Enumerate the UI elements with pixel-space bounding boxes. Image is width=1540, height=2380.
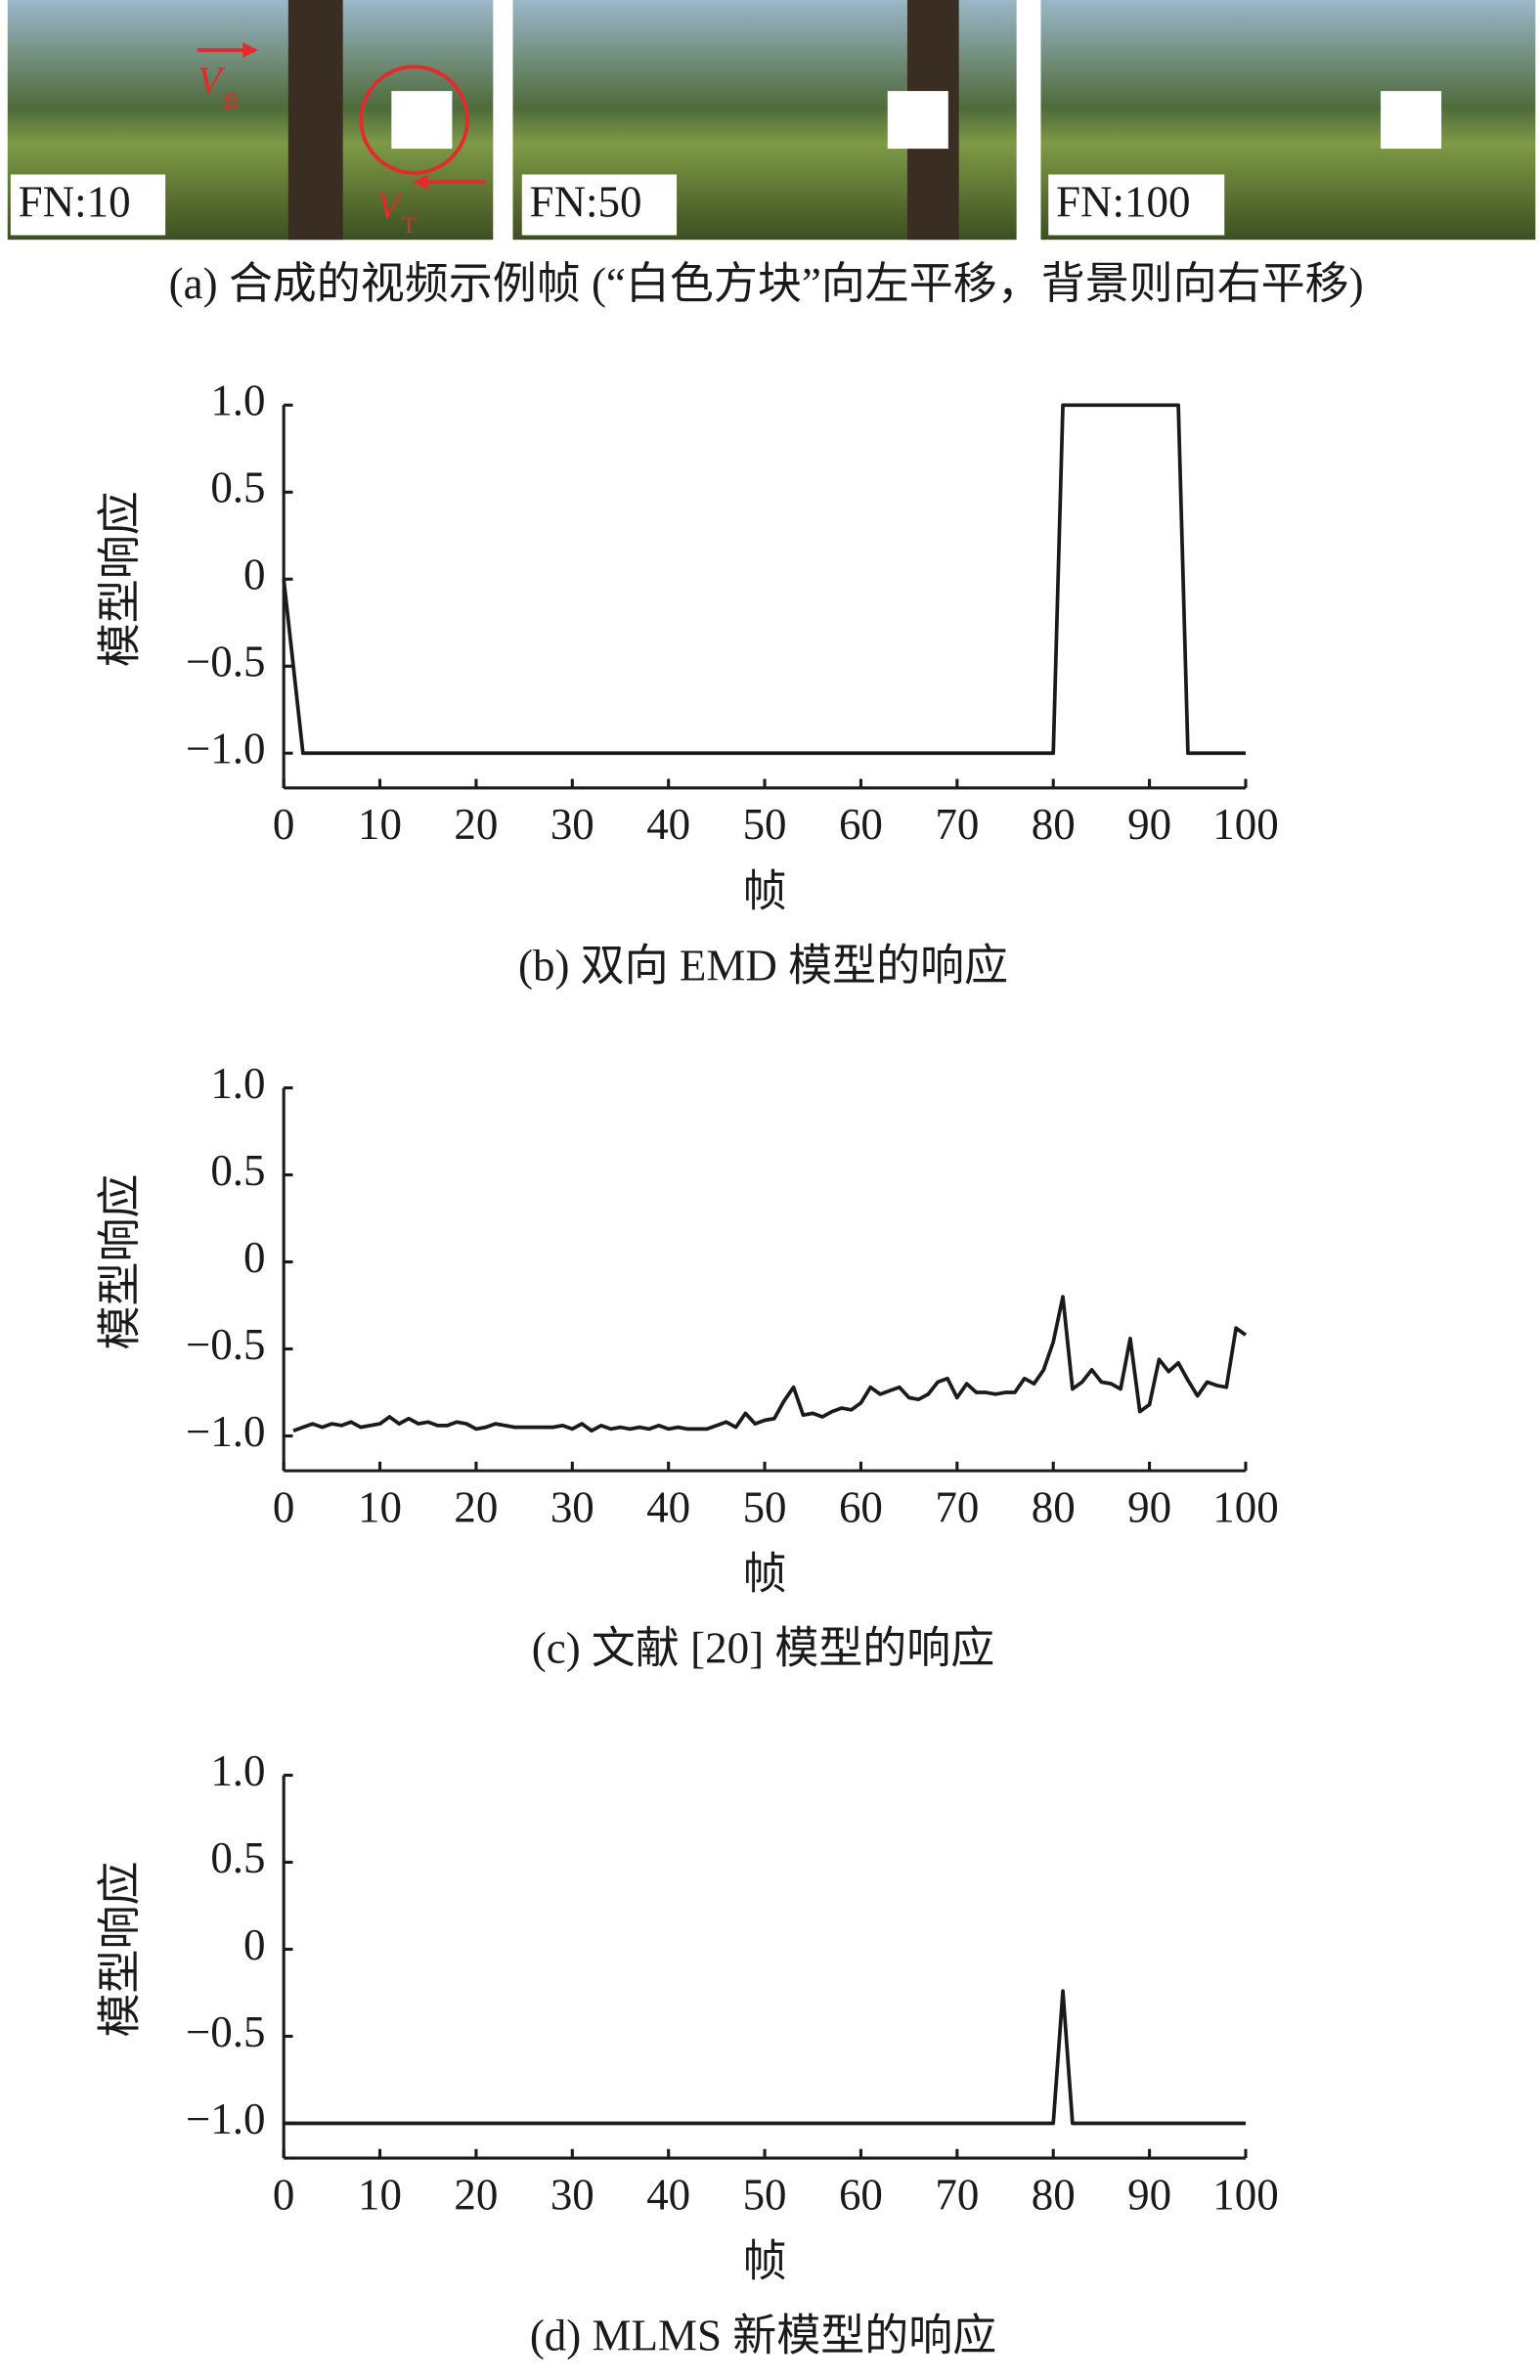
x-tick-label: 100 (1212, 2170, 1278, 2219)
x-tick-label: 0 (273, 1482, 295, 1531)
x-tick-label: 100 (1212, 1482, 1278, 1531)
y-tick-label: −1.0 (186, 725, 266, 773)
vb-subscript: B (223, 89, 239, 114)
line (282, 403, 1246, 756)
line (284, 1989, 1246, 2126)
x-tick-label: 50 (743, 1482, 787, 1531)
x-tick-label: 60 (839, 800, 883, 849)
white-block (391, 91, 453, 150)
label-box (10, 174, 166, 236)
x-tick-label: 70 (935, 1482, 979, 1531)
y-tick-label: 1.0 (210, 1059, 265, 1108)
vt-subscript: T (402, 213, 416, 239)
arrow-head (413, 174, 428, 190)
x-tick-label: 50 (743, 2170, 787, 2219)
x-tick-label: 20 (454, 800, 498, 849)
x-tick-label: 10 (358, 2170, 402, 2219)
x-tick-label: 20 (454, 1482, 498, 1531)
x-tick-label: 40 (646, 800, 690, 849)
x-tick-label: 40 (646, 2170, 690, 2219)
label-box (521, 174, 678, 236)
y-tick-label: 1.0 (210, 1746, 265, 1795)
x-tick-label: 70 (935, 2170, 979, 2219)
line (292, 1295, 1248, 1433)
vt-symbol: V (376, 183, 405, 227)
frame-label: FN:50 (530, 177, 642, 226)
x-tick-label: 90 (1127, 1482, 1171, 1531)
y-axis-label: 模型响应 (96, 1174, 145, 1350)
y-tick-label: −1.0 (186, 1407, 266, 1456)
x-axis-label: 帧 (743, 2237, 787, 2286)
x-tick-label: 10 (358, 800, 402, 849)
y-tick-label: −0.5 (186, 1320, 266, 1369)
y-tick-label: 0.5 (210, 1146, 265, 1195)
y-tick-label: 0.5 (210, 463, 265, 512)
x-tick-label: 20 (454, 2170, 498, 2219)
y-tick-label: −0.5 (186, 638, 266, 686)
arrow-head (242, 42, 258, 58)
y-tick-label: 0 (243, 551, 266, 599)
photo-frames: FN:10 FN:50 FN:100 V B V T (7, 0, 1536, 241)
tree-trunk (287, 0, 343, 241)
y-tick-label: −0.5 (186, 2007, 266, 2056)
frame-label: FN:100 (1056, 177, 1190, 226)
x-tick-label: 80 (1032, 1482, 1076, 1531)
x-tick-label: 90 (1127, 2170, 1171, 2219)
x-tick-label: 10 (358, 1482, 402, 1531)
red-circle (359, 65, 469, 175)
white-block (1381, 91, 1442, 150)
x-tick-label: 0 (273, 800, 295, 849)
white-block (887, 91, 948, 150)
vb-symbol: V (198, 59, 226, 103)
caption: (c) 文献 [20] 模型的响应 (532, 1624, 995, 1673)
y-tick-label: 0 (243, 1233, 266, 1282)
x-tick-label: 30 (550, 2170, 594, 2219)
y-tick-label: 0 (243, 1920, 266, 1969)
x-tick-label: 90 (1127, 800, 1171, 849)
caption: (b) 双向 EMD 模型的响应 (518, 941, 1008, 990)
x-tick-label: 30 (550, 1482, 594, 1531)
y-axis-label: 模型响应 (96, 491, 145, 667)
label-box (1048, 174, 1225, 236)
caption: (a) 合成的视频示例帧 (“白色方块”向左平移，背景则向右平移) (169, 259, 1364, 308)
x-tick-label: 40 (646, 1482, 690, 1531)
x-tick-label: 80 (1032, 2170, 1076, 2219)
x-tick-label: 80 (1032, 800, 1076, 849)
x-tick-label: 70 (935, 800, 979, 849)
x-tick-label: 30 (550, 800, 594, 849)
x-axis-label: 帧 (743, 866, 787, 915)
x-tick-label: 100 (1212, 800, 1278, 849)
caption: (d) MLMS 新模型的响应 (530, 2312, 996, 2360)
y-tick-label: 1.0 (210, 376, 265, 425)
x-tick-label: 60 (839, 1482, 883, 1531)
x-tick-label: 50 (743, 800, 787, 849)
y-axis-label: 模型响应 (96, 1862, 145, 2038)
x-axis-label: 帧 (743, 1550, 787, 1599)
y-tick-label: 0.5 (210, 1833, 265, 1882)
x-tick-label: 0 (273, 2170, 295, 2219)
frame-label: FN:10 (19, 177, 131, 226)
y-tick-label: −1.0 (186, 2094, 266, 2143)
x-tick-label: 60 (839, 2170, 883, 2219)
